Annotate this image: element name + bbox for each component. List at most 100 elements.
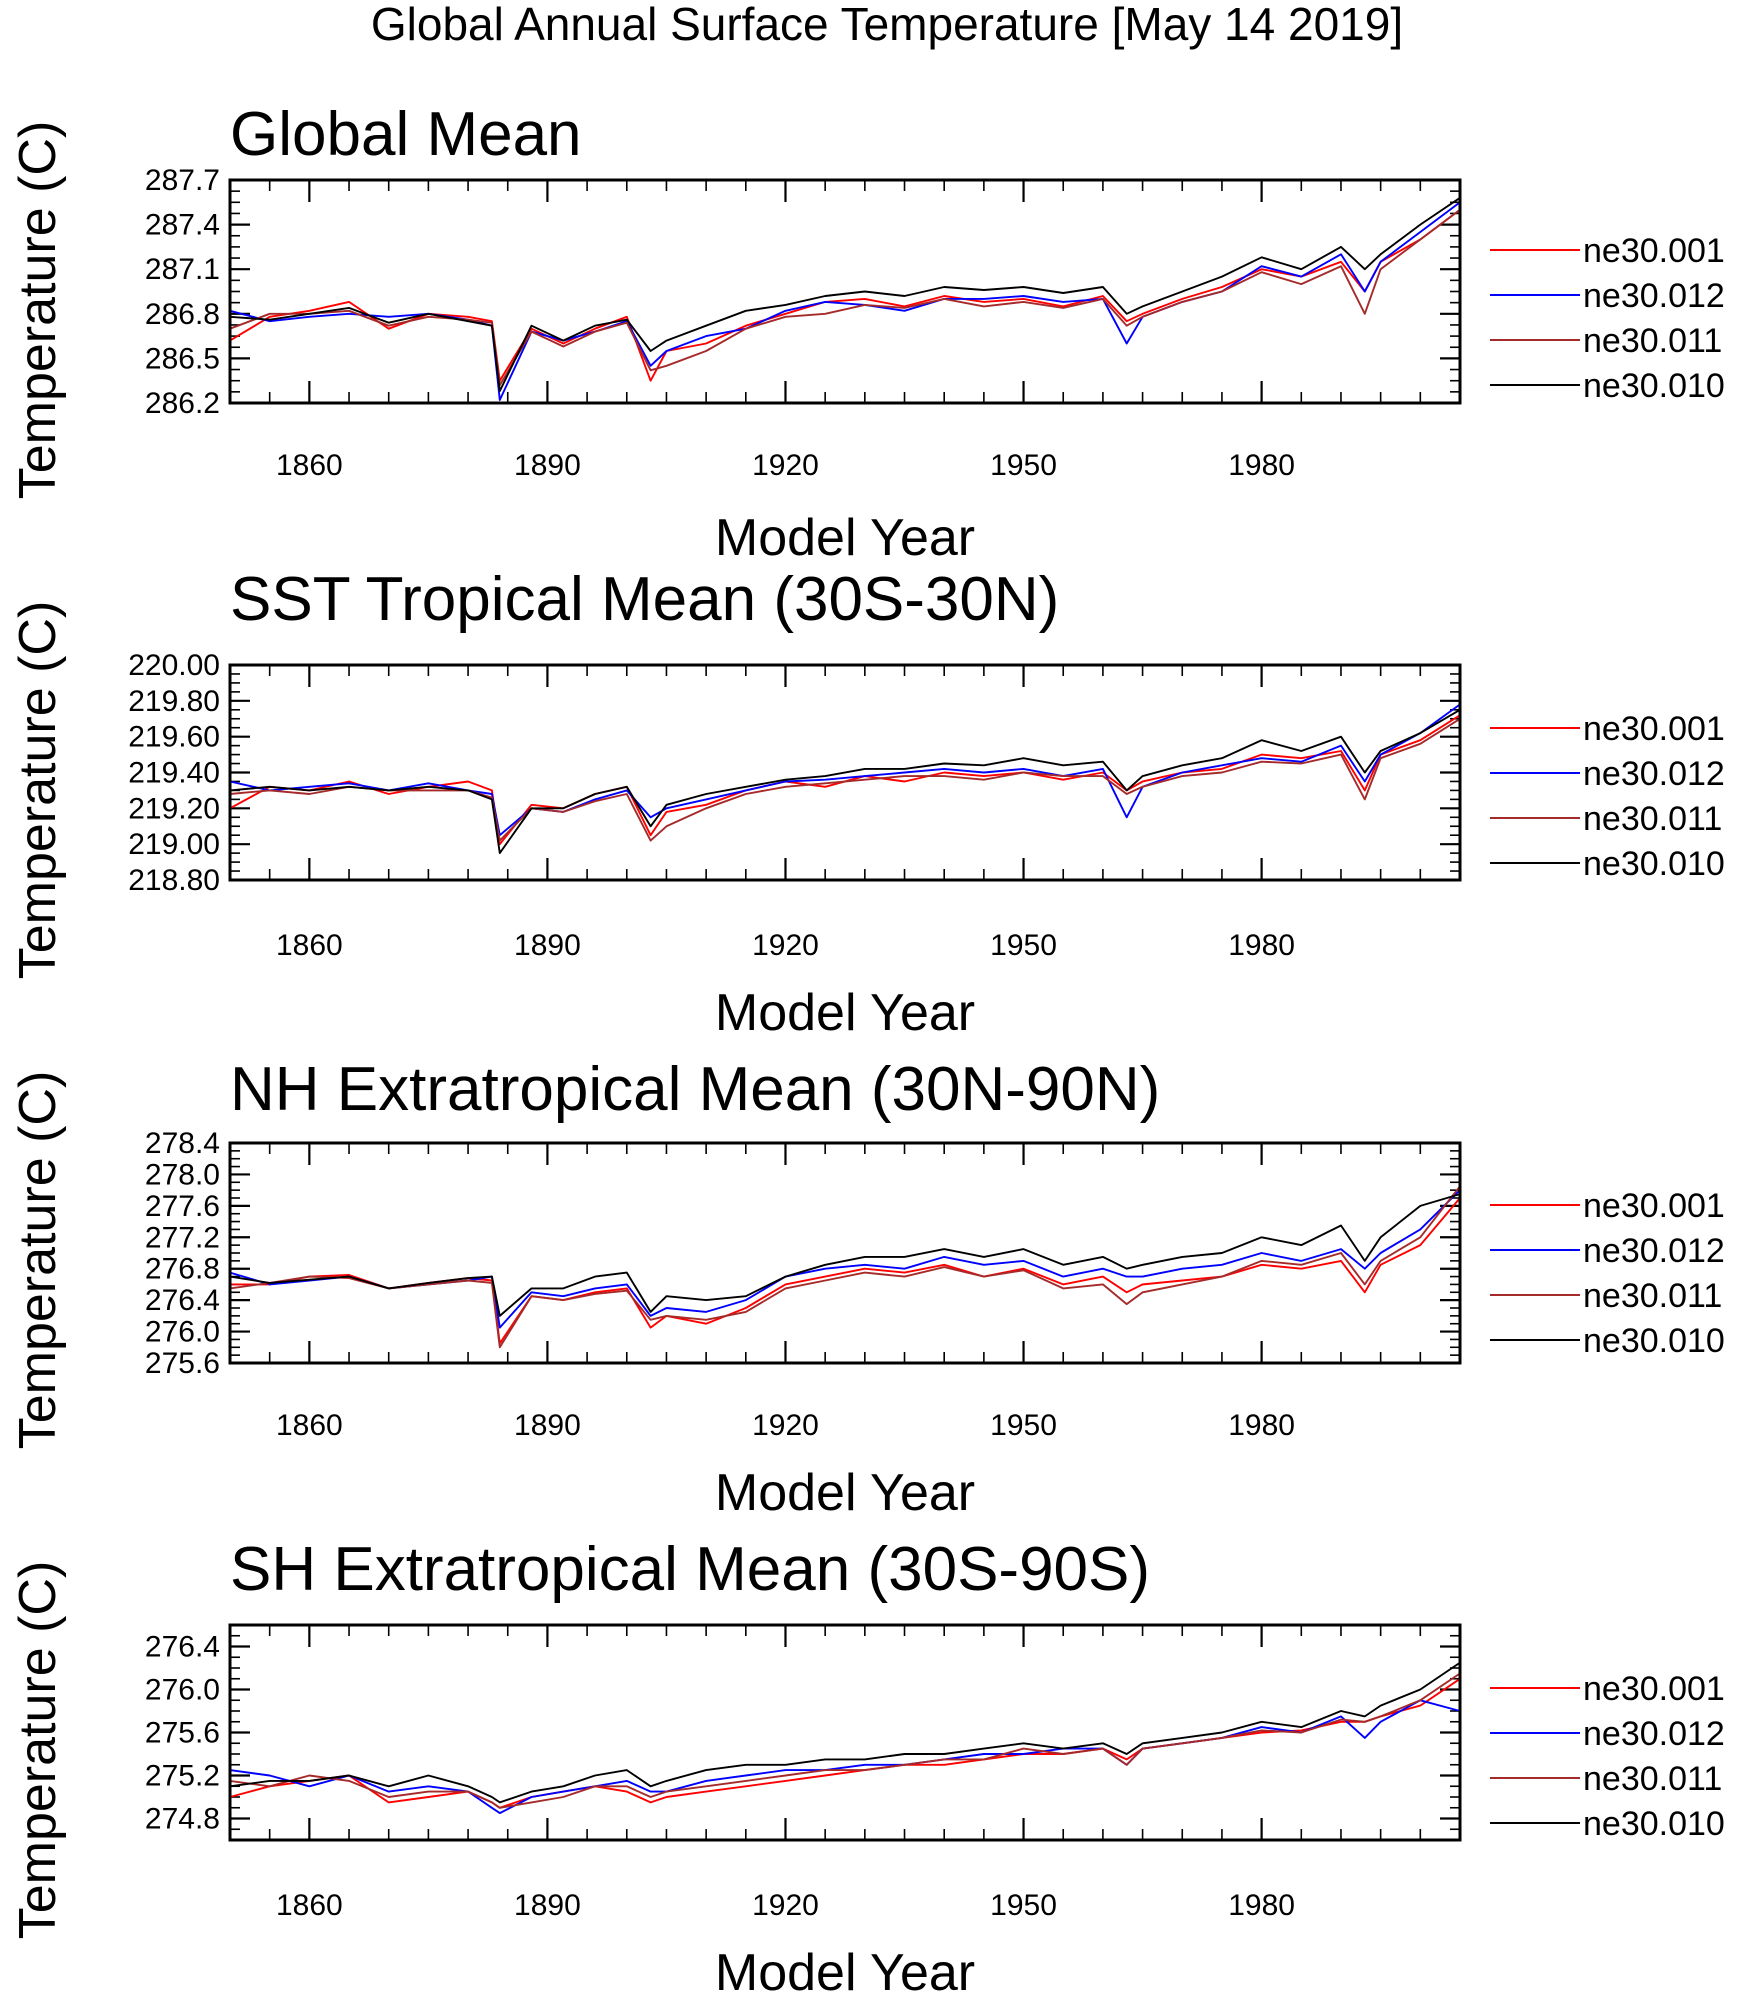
y-tick-label: 276.0 [145,1674,220,1707]
x-axis-label: Model Year [715,509,975,567]
series-line-ne30-011 [229,717,1461,842]
y-tick-label: 276.4 [145,1631,220,1664]
y-tick-label: 275.6 [145,1717,220,1750]
panel-title: NH Extratropical Mean (30N-90N) [230,1055,1160,1124]
plot-frame [228,1623,1462,1842]
y-tick-label: 278.0 [145,1158,220,1191]
x-tick-label: 1950 [990,1409,1057,1442]
y-tick-label: 219.40 [128,757,220,790]
y-tick-label: 286.2 [145,387,220,420]
legend-label: ne30.001 [1583,1670,1725,1708]
x-tick-label: 1950 [990,929,1057,962]
plot-frame [228,663,1462,882]
y-tick-label: 276.0 [145,1316,220,1349]
y-tick-label: 287.1 [145,253,220,286]
x-axis-label: Model Year [715,1944,975,2000]
y-tick-label: 276.4 [145,1284,220,1317]
panel-4: SH Extratropical Mean (30S-90S) Temperatu… [9,1535,1725,2000]
series-line-ne30-011 [229,1672,1461,1809]
series-line-ne30-011 [229,208,1461,387]
legend-label: ne30.010 [1583,1322,1725,1360]
y-tick-label: 219.20 [128,792,220,825]
x-tick-label: 1950 [990,449,1057,482]
x-tick-label: 1980 [1228,449,1295,482]
y-tick-label: 274.8 [145,1803,220,1836]
y-tick-label: 220.00 [128,649,220,682]
series-line-ne30-010 [229,708,1461,855]
x-tick-label: 1860 [276,1889,343,1922]
legend-label: ne30.001 [1583,1187,1725,1225]
x-tick-label: 1950 [990,1889,1057,1922]
series-line-ne30-001 [230,1197,1461,1345]
x-tick-label: 1890 [514,929,581,962]
legend-label: ne30.001 [1583,710,1725,748]
legend-label: ne30.012 [1583,277,1725,315]
x-tick-label: 1890 [514,1889,581,1922]
y-tick-label: 277.2 [145,1221,220,1254]
legend-label: ne30.010 [1583,367,1725,405]
y-axis-label: Temperature (C) [9,121,67,500]
y-tick-label: 218.80 [128,864,220,897]
series-line-ne30-010 [229,197,1461,393]
y-tick-label: 219.00 [128,828,220,861]
x-tick-label: 1860 [276,1409,343,1442]
y-tick-label: 276.8 [145,1253,220,1286]
series-line-ne30-012 [229,1699,1461,1815]
figure-title: Global Annual Surface Temperature [May 1… [371,0,1403,50]
y-axis-label: Temperature (C) [9,601,67,980]
legend-label: ne30.012 [1583,755,1725,793]
legend-label: ne30.012 [1583,1715,1725,1753]
x-tick-label: 1890 [514,449,581,482]
series-line-ne30-010 [229,1193,1461,1317]
x-tick-label: 1980 [1228,1889,1295,1922]
series-line-ne30-012 [229,1189,1461,1329]
series-line-ne30-001 [229,208,1461,382]
legend-label: ne30.010 [1583,845,1725,883]
legend-label: ne30.011 [1583,1760,1722,1798]
x-tick-label: 1860 [276,929,343,962]
panel-title: SST Tropical Mean (30S-30N) [230,565,1059,634]
y-tick-label: 219.80 [128,685,220,718]
legend-label: ne30.011 [1583,800,1722,838]
legend: ne30.001 ne30.012 ne30.011 ne30.010 [1490,1670,1725,1843]
x-tick-label: 1980 [1228,1409,1295,1442]
y-axis-label: Temperature (C) [9,1071,67,1450]
legend: ne30.001 ne30.012 ne30.011 ne30.010 [1490,710,1725,883]
panel-title: SH Extratropical Mean (30S-90S) [230,1535,1150,1604]
y-tick-label: 275.6 [145,1347,220,1380]
legend-label: ne30.012 [1583,1232,1725,1270]
x-axis-label: Model Year [715,984,975,1042]
legend-label: ne30.011 [1583,1277,1722,1315]
y-tick-label: 275.2 [145,1760,220,1793]
x-tick-label: 1920 [752,929,819,962]
y-tick-label: 287.4 [145,209,220,242]
legend: ne30.001 ne30.012 ne30.011 ne30.010 [1490,1187,1725,1360]
x-axis-label: Model Year [715,1464,975,1522]
series-line-ne30-011 [229,1185,1461,1349]
y-tick-label: 286.8 [145,298,220,331]
y-tick-label: 286.5 [145,342,220,375]
legend: ne30.001 ne30.012 ne30.011 ne30.010 [1490,232,1725,405]
panel-2: SST Tropical Mean (30S-30N) Temperature (… [9,565,1725,1042]
plot-frame [228,178,1462,405]
plot-frame [228,1141,1462,1365]
x-tick-label: 1920 [752,1409,819,1442]
x-tick-label: 1860 [276,449,343,482]
legend-label: ne30.011 [1583,322,1722,360]
series-line-ne30-001 [229,714,1461,846]
y-tick-label: 278.4 [145,1127,220,1160]
x-tick-label: 1920 [752,449,819,482]
x-tick-label: 1920 [752,1889,819,1922]
y-axis-label: Temperature (C) [9,1561,67,1940]
x-tick-label: 1980 [1228,929,1295,962]
y-tick-label: 287.7 [145,164,220,197]
panel-3: NH Extratropical Mean (30N-90N) Temperatu… [9,1055,1725,1522]
series-line-ne30-010 [229,1661,1461,1804]
panel-title: Global Mean [230,100,582,169]
series-line-ne30-012 [229,703,1461,837]
y-tick-label: 277.6 [145,1190,220,1223]
legend-label: ne30.001 [1583,232,1725,270]
panel-1: Global Mean Temperature (C) Model Year 1860… [9,100,1725,567]
x-tick-label: 1890 [514,1409,581,1442]
